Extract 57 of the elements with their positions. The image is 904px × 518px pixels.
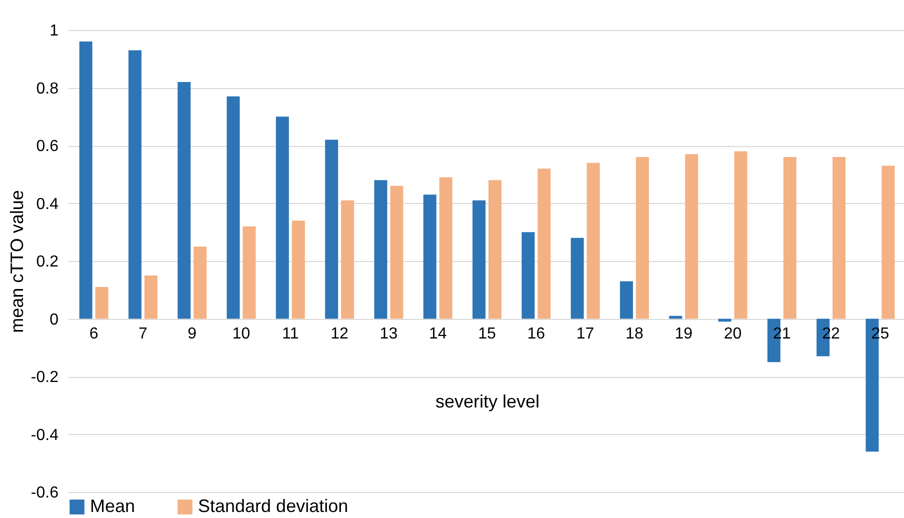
bar [374, 180, 388, 319]
bar [586, 162, 600, 319]
bar [292, 220, 305, 319]
x-tick-label: 19 [674, 325, 693, 342]
x-tick-label: 12 [330, 325, 349, 342]
bar [144, 275, 158, 319]
y-tick-label: 1 [50, 22, 59, 40]
x-tick-label: 16 [527, 325, 546, 342]
bar [669, 316, 682, 319]
bar [226, 96, 240, 319]
bar [734, 151, 748, 319]
y-tick-label: -0.4 [30, 426, 59, 444]
x-axis-title: severity level [435, 391, 540, 412]
x-tick-label: 15 [478, 325, 496, 342]
x-tick-label: 14 [428, 325, 447, 342]
bar [325, 140, 338, 319]
y-tick-label: -0.6 [30, 484, 59, 502]
x-tick-label: 18 [626, 325, 644, 342]
y-tick-label: 0.6 [36, 138, 59, 155]
x-tick-label: 7 [138, 325, 148, 342]
bar [783, 157, 796, 319]
y-axis-title: mean cTTO value [6, 190, 27, 333]
bar [242, 226, 256, 319]
legend-label: Standard deviation [198, 496, 348, 516]
bar [488, 180, 502, 319]
y-tick-label: 0.4 [36, 196, 59, 213]
bar [685, 154, 698, 319]
bar [636, 157, 649, 319]
bar [128, 50, 142, 319]
bar [472, 200, 486, 319]
x-tick-label: 11 [282, 325, 299, 342]
bar [522, 232, 535, 319]
x-tick-label: 9 [188, 325, 197, 342]
x-tick-label: 17 [576, 325, 594, 342]
bar [390, 186, 404, 319]
x-tick-label: 13 [380, 325, 398, 342]
bar [79, 42, 92, 319]
bar [882, 166, 895, 319]
y-tick-label: 0 [50, 311, 59, 328]
bar [95, 286, 108, 319]
bar [341, 200, 354, 319]
y-tick-label: 0.8 [36, 80, 59, 98]
x-tick-label: 10 [232, 325, 250, 342]
bar [538, 168, 551, 319]
bar [620, 281, 633, 319]
legend-label: Mean [90, 496, 136, 516]
bar [178, 82, 191, 319]
x-tick-label: 20 [724, 325, 742, 342]
bar [570, 238, 584, 319]
bar [832, 157, 846, 319]
bar [194, 246, 207, 319]
y-tick-label: 0.2 [36, 254, 59, 270]
bar [423, 194, 436, 319]
bar [276, 116, 289, 319]
y-tick-label: -0.2 [30, 369, 59, 386]
bar [439, 177, 452, 319]
x-tick-label: 6 [89, 325, 98, 342]
